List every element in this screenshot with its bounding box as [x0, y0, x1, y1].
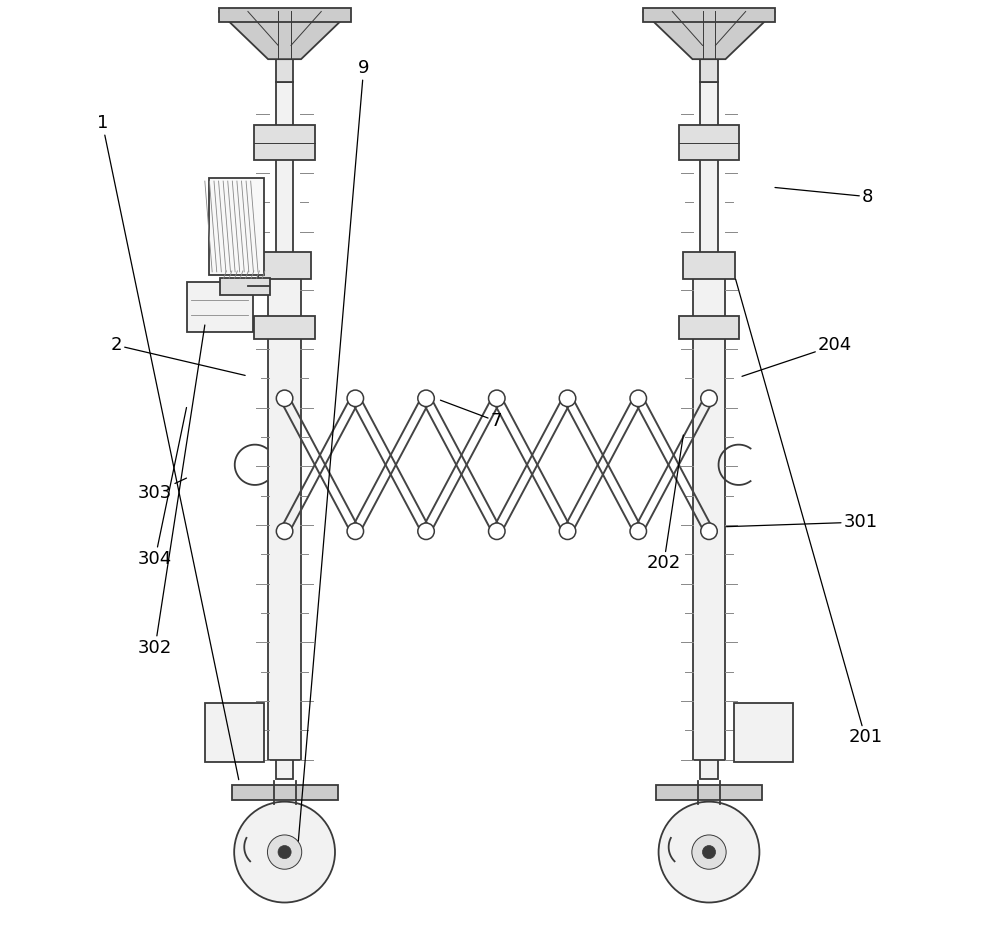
Text: 302: 302 [138, 325, 205, 657]
Circle shape [418, 390, 434, 407]
Bar [254, 125, 315, 160]
Circle shape [701, 523, 717, 539]
Circle shape [489, 523, 505, 539]
Bar [186, 282, 252, 332]
Text: 201: 201 [736, 279, 882, 746]
Circle shape [701, 390, 717, 407]
Bar [679, 315, 739, 339]
Bar [276, 59, 293, 82]
Circle shape [692, 835, 726, 869]
Bar [232, 785, 338, 800]
Text: 304: 304 [138, 408, 186, 568]
Circle shape [276, 523, 293, 539]
Circle shape [630, 523, 647, 539]
Bar [734, 703, 793, 762]
Circle shape [489, 390, 505, 407]
Circle shape [659, 802, 759, 903]
Text: 204: 204 [742, 336, 852, 376]
Circle shape [234, 802, 335, 903]
Text: 1: 1 [97, 115, 239, 780]
Circle shape [347, 390, 364, 407]
Text: 7: 7 [440, 401, 502, 430]
Bar [656, 785, 762, 800]
Circle shape [267, 835, 302, 869]
Polygon shape [219, 11, 351, 59]
Text: 202: 202 [647, 435, 683, 573]
Bar [683, 252, 735, 279]
Bar [700, 59, 718, 82]
Text: 301: 301 [726, 513, 878, 531]
Circle shape [418, 523, 434, 539]
Text: 303: 303 [138, 478, 186, 501]
Circle shape [278, 845, 291, 858]
Bar [679, 125, 739, 160]
Bar [258, 252, 311, 279]
Bar [268, 259, 301, 760]
Circle shape [276, 390, 293, 407]
Bar [700, 82, 718, 779]
Bar [693, 259, 725, 760]
Text: 9: 9 [298, 59, 369, 841]
Bar [205, 703, 264, 762]
Polygon shape [643, 11, 775, 59]
Bar [209, 179, 264, 275]
Bar [220, 278, 270, 295]
Bar [276, 82, 293, 779]
Bar [254, 315, 315, 339]
Text: 8: 8 [775, 188, 873, 205]
Circle shape [630, 390, 647, 407]
Circle shape [702, 845, 716, 858]
Circle shape [347, 523, 364, 539]
Text: 2: 2 [110, 336, 245, 376]
Circle shape [559, 390, 576, 407]
Circle shape [559, 523, 576, 539]
Bar [219, 7, 351, 22]
Bar [643, 7, 775, 22]
